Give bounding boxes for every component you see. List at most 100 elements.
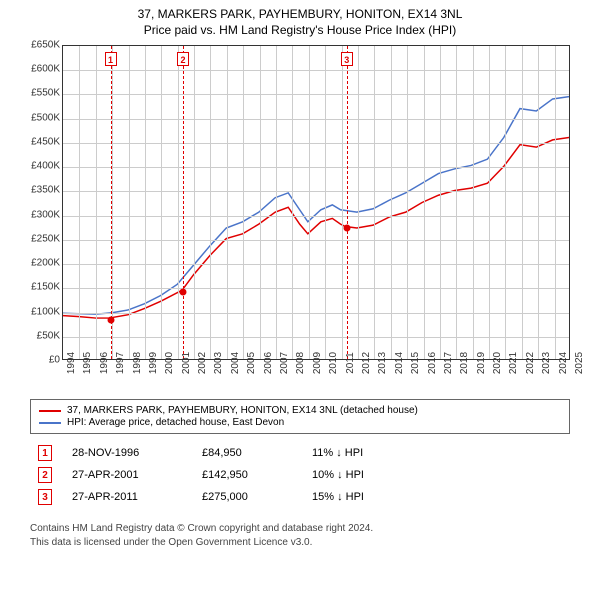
x-tick-label: 2021 (508, 352, 519, 374)
legend-swatch (39, 410, 61, 412)
gridline-v (358, 46, 359, 359)
legend-label: HPI: Average price, detached house, East… (67, 417, 284, 428)
x-tick-label: 2020 (492, 352, 503, 374)
event-badge: 2 (38, 467, 52, 483)
y-tick-label: £200K (22, 258, 60, 269)
x-tick-label: 2014 (394, 352, 405, 374)
y-tick-label: £450K (22, 136, 60, 147)
y-tick-label: £150K (22, 282, 60, 293)
gridline-v (129, 46, 130, 359)
event-price: £84,950 (202, 447, 292, 459)
footer-copyright: Contains HM Land Registry data © Crown c… (30, 522, 570, 536)
y-tick-label: £500K (22, 112, 60, 123)
gridline-v (555, 46, 556, 359)
chart-titles: 37, MARKERS PARK, PAYHEMBURY, HONITON, E… (0, 7, 600, 37)
y-tick-label: £250K (22, 233, 60, 244)
event-row: 327-APR-2011£275,00015% ↓ HPI (30, 486, 570, 508)
x-tick-label: 1994 (66, 352, 77, 374)
gridline-h (63, 143, 569, 144)
gridline-h (63, 264, 569, 265)
gridline-v (79, 46, 80, 359)
gridline-h (63, 240, 569, 241)
gridline-v (309, 46, 310, 359)
footer-licence: This data is licensed under the Open Gov… (30, 536, 570, 550)
x-tick-label: 2005 (246, 352, 257, 374)
x-tick-label: 2007 (279, 352, 290, 374)
y-tick-label: £400K (22, 161, 60, 172)
y-tick-label: £0 (22, 355, 60, 366)
gridline-h (63, 70, 569, 71)
gridline-h (63, 313, 569, 314)
gridline-v (145, 46, 146, 359)
event-date: 27-APR-2001 (72, 469, 182, 481)
x-tick-label: 1997 (115, 352, 126, 374)
gridline-v (407, 46, 408, 359)
event-dot (179, 288, 186, 295)
event-dot (107, 316, 114, 323)
x-tick-label: 1996 (99, 352, 110, 374)
y-tick-label: £100K (22, 306, 60, 317)
event-pct: 15% ↓ HPI (312, 491, 412, 503)
x-tick-label: 2003 (213, 352, 224, 374)
x-tick-label: 2019 (476, 352, 487, 374)
x-tick-label: 2015 (410, 352, 421, 374)
x-tick-label: 2000 (164, 352, 175, 374)
event-price: £275,000 (202, 491, 292, 503)
gridline-v (505, 46, 506, 359)
x-tick-label: 1995 (82, 352, 93, 374)
gridline-v (260, 46, 261, 359)
event-date: 28-NOV-1996 (72, 447, 182, 459)
chart-title-sub: Price paid vs. HM Land Registry's House … (0, 23, 600, 37)
x-tick-label: 2012 (361, 352, 372, 374)
y-tick-label: £600K (22, 64, 60, 75)
gridline-v (243, 46, 244, 359)
x-tick-label: 2024 (558, 352, 569, 374)
event-marker-3: 3 (341, 52, 353, 66)
y-tick-label: £300K (22, 209, 60, 220)
chart: 1 2 3 £0 £50K £100K £150K £200K £250K £300K £350K… (20, 45, 580, 395)
footer: Contains HM Land Registry data © Crown c… (20, 516, 580, 560)
legend-item: 37, MARKERS PARK, PAYHEMBURY, HONITON, E… (39, 405, 561, 416)
plot-area: 1 2 3 (62, 45, 570, 360)
gridline-v (276, 46, 277, 359)
y-tick-label: £650K (22, 40, 60, 51)
event-row: 227-APR-2001£142,95010% ↓ HPI (30, 464, 570, 486)
gridline-h (63, 119, 569, 120)
event-date: 27-APR-2011 (72, 491, 182, 503)
x-tick-label: 2023 (541, 352, 552, 374)
event-marker-1: 1 (105, 52, 117, 66)
x-tick-label: 2018 (459, 352, 470, 374)
x-tick-label: 1999 (148, 352, 159, 374)
gridline-v (227, 46, 228, 359)
chart-title-address: 37, MARKERS PARK, PAYHEMBURY, HONITON, E… (0, 7, 600, 21)
x-tick-label: 2022 (525, 352, 536, 374)
x-tick-label: 2001 (181, 352, 192, 374)
gridline-v (391, 46, 392, 359)
gridline-v (538, 46, 539, 359)
x-tick-label: 1998 (132, 352, 143, 374)
event-dot (343, 224, 350, 231)
legend-label: 37, MARKERS PARK, PAYHEMBURY, HONITON, E… (67, 405, 418, 416)
gridline-h (63, 94, 569, 95)
event-vline (347, 46, 348, 359)
x-tick-label: 2010 (328, 352, 339, 374)
event-price: £142,950 (202, 469, 292, 481)
x-tick-label: 2006 (263, 352, 274, 374)
series-blue (63, 97, 569, 315)
events-table: 128-NOV-1996£84,95011% ↓ HPI227-APR-2001… (30, 442, 570, 508)
gridline-h (63, 288, 569, 289)
x-tick-label: 2025 (574, 352, 585, 374)
event-marker-2: 2 (177, 52, 189, 66)
event-pct: 11% ↓ HPI (312, 447, 412, 459)
gridline-v (194, 46, 195, 359)
gridline-h (63, 216, 569, 217)
gridline-v (325, 46, 326, 359)
legend-item: HPI: Average price, detached house, East… (39, 417, 561, 428)
event-vline (183, 46, 184, 359)
gridline-h (63, 337, 569, 338)
x-tick-label: 2013 (377, 352, 388, 374)
gridline-v (424, 46, 425, 359)
y-tick-label: £350K (22, 185, 60, 196)
x-tick-label: 2011 (345, 352, 356, 374)
y-tick-label: £50K (22, 330, 60, 341)
